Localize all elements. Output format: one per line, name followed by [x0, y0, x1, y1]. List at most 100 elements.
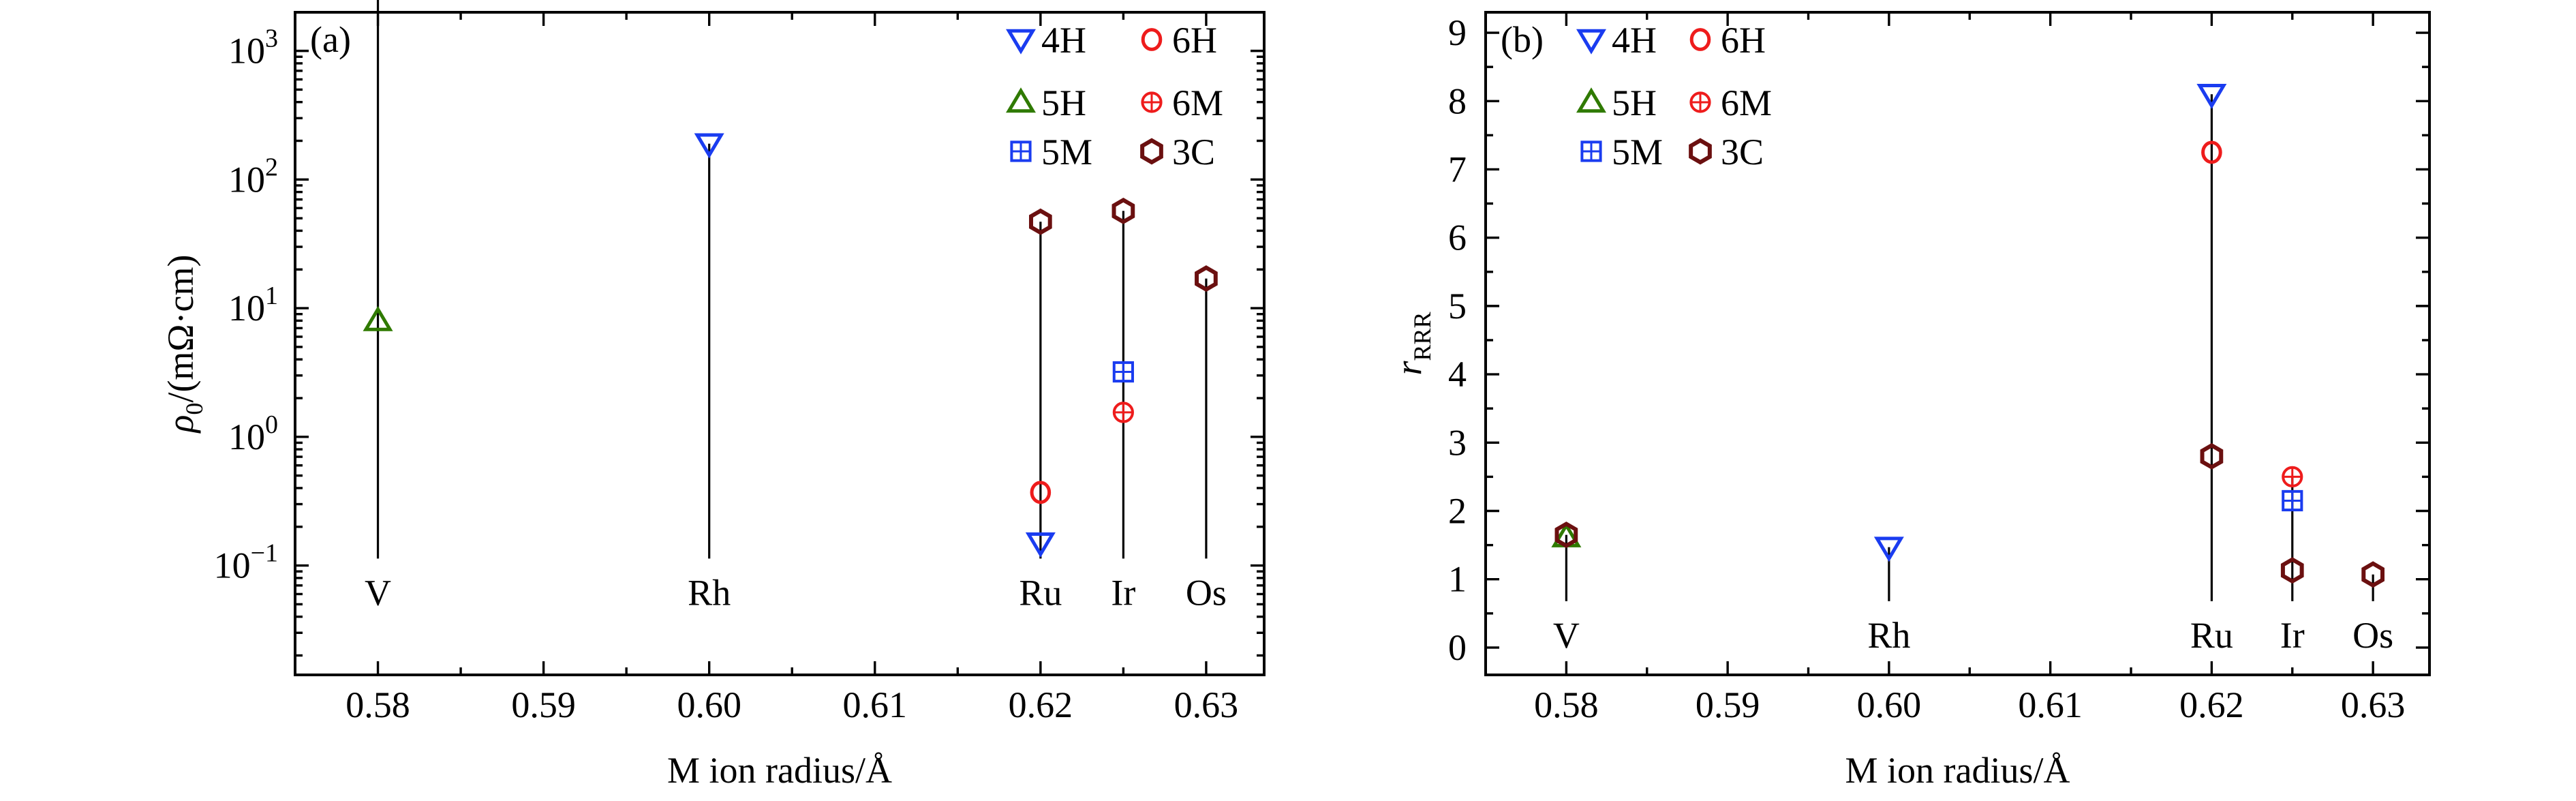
legend-label-4h: 4H	[1041, 20, 1086, 61]
data-point-3c	[1111, 197, 1135, 224]
panel-a: 0.58 0.59 0.60 0.61 0.62 0.6310−1100101102103…	[160, 0, 1266, 791]
marker-shape	[1873, 536, 1904, 562]
panel-label: (b)	[1501, 19, 1544, 60]
y-tick-label: 10−1	[214, 539, 278, 586]
y-tick-label: 102	[228, 153, 278, 200]
marker-shape	[1140, 138, 1163, 165]
x-tick-label: 0.60	[1857, 684, 1922, 725]
category-label: V	[1553, 615, 1580, 656]
y-axis-title: rRRR	[1388, 312, 1436, 375]
marker-shape	[1689, 138, 1712, 165]
data-point-3c	[1028, 208, 1052, 235]
y-tick-label: 2	[1448, 491, 1467, 532]
data-point-4h	[694, 133, 724, 159]
data-point-3c	[1554, 522, 1578, 549]
data-point-6m	[2282, 466, 2303, 488]
legend-label-5h: 5H	[1041, 82, 1086, 123]
marker-shape	[363, 305, 393, 331]
y-tick-label: 6	[1448, 217, 1467, 258]
x-tick-label: 0.59	[1696, 684, 1760, 725]
y-tick-exponent: 3	[265, 25, 278, 53]
legend: 4H 6H 5H 6M 5M 3C	[1576, 20, 1772, 172]
data-point-4h	[1873, 536, 1904, 562]
category-label: Os	[2352, 615, 2393, 656]
x-axis-title: M ion radius/Å	[1845, 750, 2070, 791]
y-tick-label: 3	[1448, 422, 1467, 463]
y-axis-symbol: r	[1388, 361, 1429, 376]
x-tick-label: 0.61	[2018, 684, 2083, 725]
data-point-6m	[1112, 402, 1134, 423]
legend-label-3c: 3C	[1172, 132, 1215, 172]
y-axis-subscript: 0	[181, 403, 208, 415]
data-point-4h	[1025, 532, 1056, 558]
category-label: Ru	[2190, 615, 2233, 656]
y-tick-label: 5	[1448, 286, 1467, 327]
legend-label-5m: 5M	[1612, 132, 1663, 172]
data-point-5h	[363, 305, 393, 331]
legend-marker-5m	[1010, 140, 1032, 162]
x-axis-title: M ion radius/Å	[667, 750, 892, 791]
x-tick-label: 0.58	[1534, 684, 1599, 725]
y-tick-exponent: 2	[265, 153, 278, 181]
marker-shape	[1111, 197, 1135, 224]
marker-shape	[694, 133, 724, 159]
y-axis-symbol: ρ	[160, 415, 201, 434]
legend-label-5h: 5H	[1612, 82, 1657, 123]
marker-shape	[1028, 208, 1052, 235]
y-tick-label: 4	[1448, 354, 1467, 395]
marker-shape	[1025, 532, 1056, 558]
marker-shape	[2361, 561, 2385, 588]
legend-label-5m: 5M	[1041, 132, 1092, 172]
y-axis-title: ρ0/(mΩ·cm)	[160, 255, 208, 434]
legend-marker-6m	[1141, 91, 1163, 113]
plot-frame	[1484, 11, 2431, 676]
marker-shape	[2280, 557, 2304, 584]
marker-shape	[1195, 265, 1218, 292]
x-tick-label: 0.63	[2341, 684, 2406, 725]
marker-shape	[2201, 140, 2222, 164]
legend-label-6h: 6H	[1172, 20, 1217, 61]
y-tick-exponent: 1	[265, 282, 278, 310]
x-tick-label: 0.61	[843, 684, 908, 725]
panel-label: (a)	[310, 19, 351, 60]
x-tick-label: 0.62	[2179, 684, 2244, 725]
category-label: Ru	[1019, 572, 1062, 613]
x-tick-label: 0.63	[1174, 684, 1239, 725]
y-tick-base: 10	[228, 417, 265, 457]
y-tick-label: 1	[1448, 559, 1467, 600]
data-point-6h	[1030, 481, 1052, 504]
legend-marker-4h	[1576, 29, 1606, 55]
legend-marker-6m	[1689, 91, 1711, 113]
y-tick-exponent: 0	[265, 410, 278, 439]
legend-marker-3c	[1689, 138, 1712, 165]
marker-shape	[1006, 87, 1036, 113]
y-tick-base: 10	[228, 288, 265, 329]
x-tick-label: 0.60	[677, 684, 741, 725]
marker-shape	[1576, 87, 1606, 113]
legend-marker-6h	[1141, 28, 1163, 51]
category-label: Rh	[688, 572, 731, 613]
marker-shape	[1006, 29, 1036, 55]
category-label: Ir	[2280, 615, 2305, 656]
legend-label-4h: 4H	[1612, 20, 1657, 61]
marker-shape	[1576, 29, 1606, 55]
marker-shape	[1030, 481, 1052, 504]
x-tick-label: 0.62	[1009, 684, 1073, 725]
legend-marker-3c	[1140, 138, 1163, 165]
y-tick-label: 101	[228, 282, 278, 329]
legend-marker-4h	[1006, 29, 1036, 55]
legend-marker-5m	[1580, 140, 1602, 162]
data-point-3c	[2200, 442, 2224, 470]
marker-shape	[1689, 28, 1711, 51]
data-point-6h	[2201, 140, 2222, 164]
marker-shape	[1141, 28, 1163, 51]
legend-label-6m: 6M	[1721, 82, 1772, 123]
y-tick-exponent: −1	[251, 539, 278, 568]
category-label: V	[365, 572, 391, 613]
legend-label-3c: 3C	[1721, 132, 1764, 172]
y-tick-label: 100	[228, 410, 278, 457]
legend-marker-6h	[1689, 28, 1711, 51]
legend-label-6m: 6M	[1172, 82, 1223, 123]
data-point-5m	[2282, 489, 2303, 512]
plot-frame	[294, 11, 1266, 676]
